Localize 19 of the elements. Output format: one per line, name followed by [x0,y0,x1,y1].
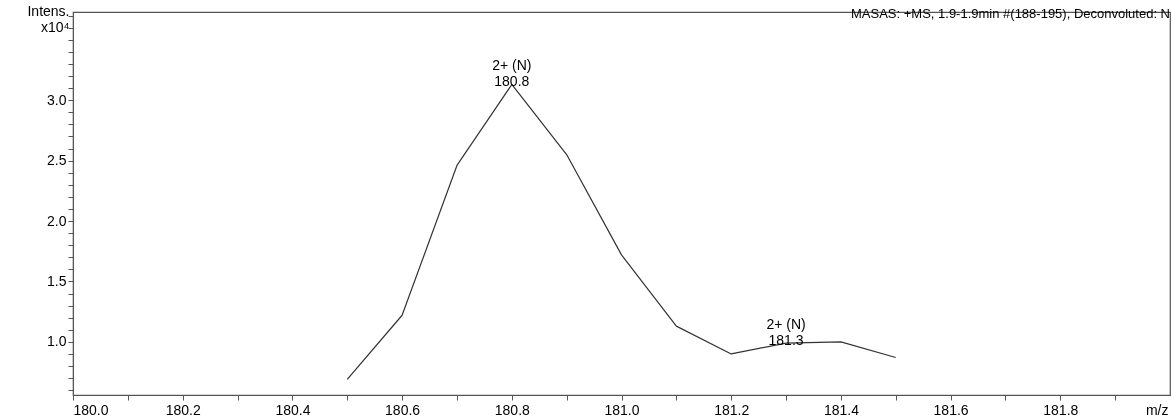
x-axis-title: m/z [1145,401,1169,418]
x-tick-label: 181.6 [933,401,969,418]
y-tick-label: 1.0 [47,333,67,350]
x-tick-label: 180.2 [165,401,201,418]
x-tick-label: 181.4 [823,401,860,418]
x-tick-label: 181.2 [714,401,750,418]
annotation: 2+ (N) 180.8 [492,57,532,90]
x-tick-label: 181.8 [1043,401,1079,418]
x-tick-label: 180.4 [275,401,311,418]
y-tick-label: 2.5 [47,152,67,169]
y-tick-label: 3.0 [47,91,67,108]
y-tick-label: 2.0 [47,212,67,229]
x-tick-label: 180.8 [494,401,531,418]
y-tick-label: 1.5 [47,272,67,289]
x-tick-label: 181.0 [604,401,640,418]
y-axis-title: Intens. x10⁴ [27,2,70,35]
annotation: 2+ (N) 181.3 [766,316,806,349]
x-tick-label: 180.0 [73,401,109,418]
x-tick-label: 180.6 [385,401,421,418]
